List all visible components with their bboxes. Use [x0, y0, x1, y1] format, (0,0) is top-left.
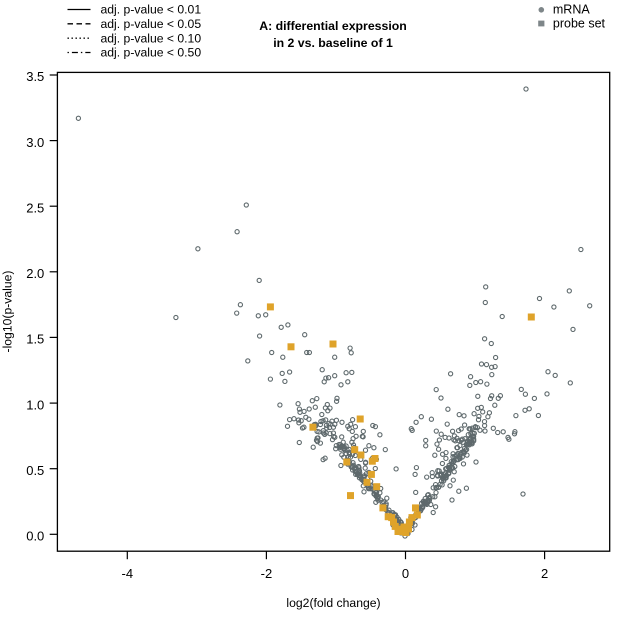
- svg-text:-2: -2: [261, 566, 273, 581]
- svg-text:2.5: 2.5: [26, 200, 44, 215]
- svg-text:adj. p-value < 0.10: adj. p-value < 0.10: [101, 31, 202, 45]
- svg-text:0: 0: [402, 566, 409, 581]
- svg-text:-log10(p-value): -log10(p-value): [1, 271, 15, 353]
- svg-text:probe set: probe set: [553, 16, 606, 30]
- svg-text:adj. p-value < 0.01: adj. p-value < 0.01: [101, 3, 202, 17]
- svg-text:A: differential expression: A: differential expression: [259, 19, 407, 33]
- svg-text:0.0: 0.0: [26, 529, 44, 544]
- svg-text:adj. p-value < 0.05: adj. p-value < 0.05: [101, 17, 202, 31]
- svg-text:-4: -4: [122, 566, 134, 581]
- svg-text:0.5: 0.5: [26, 463, 44, 478]
- svg-text:1.5: 1.5: [26, 332, 44, 347]
- svg-text:3.0: 3.0: [26, 135, 44, 150]
- svg-text:log2(fold change): log2(fold change): [286, 596, 380, 610]
- svg-text:1.0: 1.0: [26, 397, 44, 412]
- svg-text:3.5: 3.5: [26, 69, 44, 84]
- svg-text:2: 2: [541, 566, 548, 581]
- svg-text:2.0: 2.0: [26, 266, 44, 281]
- svg-text:adj. p-value < 0.50: adj. p-value < 0.50: [101, 46, 202, 60]
- svg-text:in 2 vs. baseline of 1: in 2 vs. baseline of 1: [273, 36, 393, 50]
- svg-text:mRNA: mRNA: [553, 3, 590, 17]
